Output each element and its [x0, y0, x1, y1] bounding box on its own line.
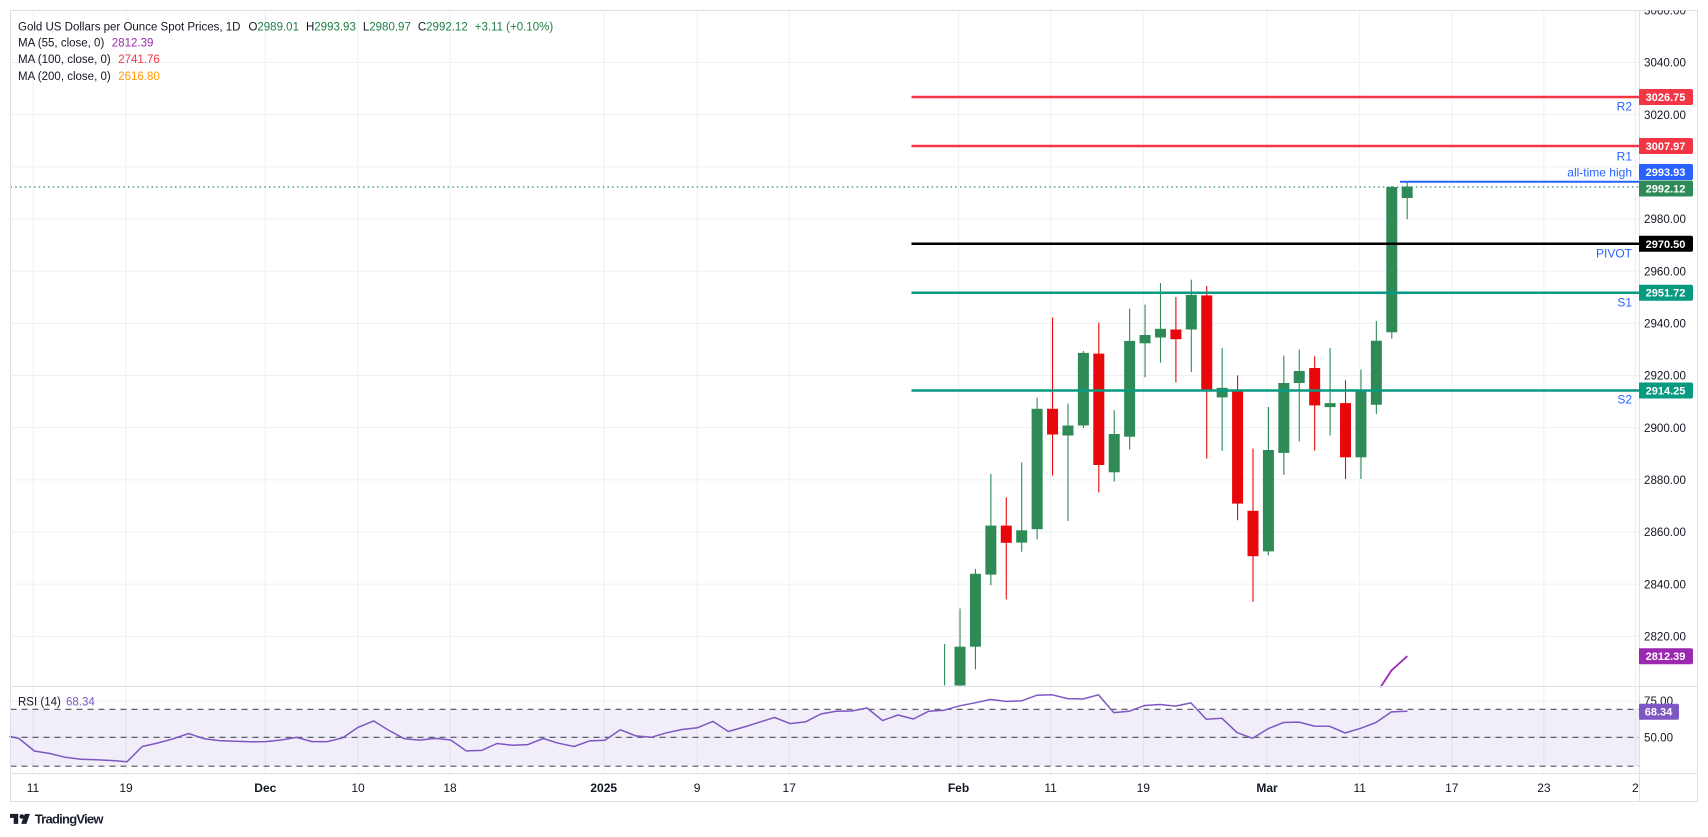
svg-text:2993.93: 2993.93: [1646, 167, 1686, 179]
svg-text:RSI (14): RSI (14): [18, 697, 61, 709]
svg-text:Feb: Feb: [948, 781, 969, 795]
svg-text:2880.00: 2880.00: [1644, 474, 1686, 487]
svg-text:68.34: 68.34: [66, 697, 95, 709]
svg-text:3026.75: 3026.75: [1646, 92, 1686, 104]
svg-text:3020.00: 3020.00: [1644, 109, 1686, 122]
svg-text:50.00: 50.00: [1644, 732, 1673, 745]
svg-text:MA (55, close, 0)2812.39: MA (55, close, 0) 2812.39: [18, 38, 153, 50]
svg-text:17: 17: [1445, 781, 1459, 795]
svg-text:2914.25: 2914.25: [1646, 385, 1686, 397]
svg-text:11: 11: [27, 781, 40, 795]
svg-text:MA (200, close, 0)2616.80: MA (200, close, 0) 2616.80: [18, 71, 160, 83]
svg-text:23: 23: [1537, 781, 1551, 795]
svg-text:17: 17: [783, 781, 797, 795]
svg-text:2960.00: 2960.00: [1644, 265, 1686, 278]
svg-text:all-time high: all-time high: [1567, 165, 1632, 179]
svg-text:Mar: Mar: [1256, 781, 1278, 795]
svg-text:2900.00: 2900.00: [1644, 422, 1686, 435]
svg-text:10: 10: [351, 781, 365, 795]
svg-text:11: 11: [1044, 781, 1057, 795]
svg-text:S1: S1: [1617, 295, 1632, 309]
svg-text:2980.00: 2980.00: [1644, 213, 1686, 226]
svg-text:11: 11: [1353, 781, 1366, 795]
svg-text:2951.72: 2951.72: [1646, 288, 1686, 300]
svg-text:PIVOT: PIVOT: [1596, 246, 1633, 260]
svg-text:19: 19: [119, 781, 133, 795]
svg-text:2920.00: 2920.00: [1644, 370, 1686, 383]
svg-text:R2: R2: [1617, 99, 1633, 113]
svg-text:2812.39: 2812.39: [1646, 651, 1686, 663]
svg-text:18: 18: [443, 781, 457, 795]
svg-text:MA (100, close, 0)2741.76: MA (100, close, 0) 2741.76: [18, 54, 160, 66]
svg-text:2025: 2025: [590, 781, 617, 795]
svg-text:TradingView: TradingView: [35, 812, 105, 827]
svg-text:2820.00: 2820.00: [1644, 631, 1686, 644]
svg-text:Gold US Dollars per Ounce Spot: Gold US Dollars per Ounce Spot Prices, 1…: [18, 22, 553, 34]
svg-text:3040.00: 3040.00: [1644, 57, 1686, 70]
svg-text:S2: S2: [1617, 392, 1632, 406]
svg-text:2860.00: 2860.00: [1644, 526, 1686, 539]
svg-text:2: 2: [1632, 781, 1639, 795]
svg-text:R1: R1: [1617, 149, 1633, 163]
svg-text:2970.50: 2970.50: [1646, 239, 1686, 251]
svg-text:2992.12: 2992.12: [1646, 184, 1686, 196]
svg-text:9: 9: [694, 781, 701, 795]
svg-text:68.34: 68.34: [1645, 707, 1673, 719]
svg-text:2840.00: 2840.00: [1644, 578, 1686, 591]
svg-text:2940.00: 2940.00: [1644, 318, 1686, 331]
svg-text:3007.97: 3007.97: [1646, 141, 1686, 153]
svg-text:3060.00: 3060.00: [1644, 4, 1686, 17]
svg-text:19: 19: [1137, 781, 1151, 795]
svg-text:Dec: Dec: [254, 781, 276, 795]
